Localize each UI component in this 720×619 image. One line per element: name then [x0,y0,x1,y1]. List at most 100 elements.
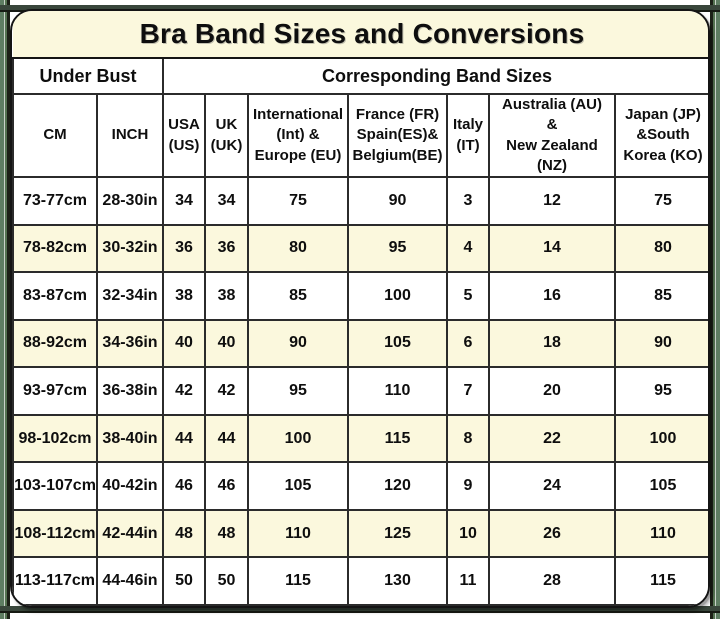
cell-us: 48 [162,508,206,559]
cell-inch: 42-44in [96,508,164,559]
cell-us: 34 [162,176,206,226]
cell-fr: 90 [347,176,448,226]
cell-nz: 12 [488,176,616,226]
cell-jp: 95 [614,366,708,416]
cell-uk: 42 [204,366,249,416]
cell-us: 38 [162,271,206,321]
cell-eu: 115 [247,556,349,606]
cell-jp: 75 [614,176,708,226]
cell-jp: 115 [614,556,708,606]
cell-nz: 24 [488,461,616,511]
cell-it: 6 [446,318,490,369]
frame-right-strip [710,0,720,619]
column-header-inch: INCH [96,93,164,178]
cell-cm: 103-107cm [12,461,98,511]
cell-jp: 100 [614,413,708,464]
cell-inch: 32-34in [96,271,164,321]
cell-us: 42 [162,366,206,416]
cell-us: 40 [162,318,206,369]
cell-fr: 130 [347,556,448,606]
cell-cm: 88-92cm [12,318,98,369]
cell-inch: 34-36in [96,318,164,369]
cell-jp: 110 [614,508,708,559]
table-row: 103-107cm 40-42in 46 46 105 120 9 24 105 [12,461,708,511]
table-row: 113-117cm 44-46in 50 50 115 130 11 28 115 [12,556,708,606]
cell-eu: 110 [247,508,349,559]
table-body: 73-77cm 28-30in 34 34 75 90 3 12 75 78-82cm 30-32i… [12,176,708,606]
table-row: 93-97cm 36-38in 42 42 95 110 7 20 95 [12,366,708,416]
cell-eu: 95 [247,366,349,416]
cell-us: 36 [162,223,206,274]
cell-cm: 108-112cm [12,508,98,559]
cell-uk: 40 [204,318,249,369]
frame-left-strip [0,0,10,619]
cell-eu: 105 [247,461,349,511]
column-header-cm: CM [12,93,98,178]
cell-nz: 26 [488,508,616,559]
cell-cm: 73-77cm [12,176,98,226]
cell-eu: 75 [247,176,349,226]
cell-cm: 98-102cm [12,413,98,464]
table-row: 108-112cm 42-44in 48 48 110 125 10 26 110 [12,508,708,559]
column-header-row: CM INCH USA (US) UK (UK) International (… [12,93,708,178]
cell-jp: 80 [614,223,708,274]
cell-eu: 90 [247,318,349,369]
cell-nz: 28 [488,556,616,606]
table-row: 98-102cm 38-40in 44 44 100 115 8 22 100 [12,413,708,464]
cell-jp: 105 [614,461,708,511]
cell-cm: 78-82cm [12,223,98,274]
column-header-fr: France (FR) Spain(ES)& Belgium(BE) [347,93,448,178]
cell-it: 9 [446,461,490,511]
column-header-eu: International (Int) & Europe (EU) [247,93,349,178]
cell-it: 11 [446,556,490,606]
frame-bottom-strip [0,606,720,613]
table-row: 78-82cm 30-32in 36 36 80 95 4 14 80 [12,223,708,274]
cell-fr: 110 [347,366,448,416]
cell-it: 8 [446,413,490,464]
cell-uk: 34 [204,176,249,226]
cell-inch: 28-30in [96,176,164,226]
cell-it: 5 [446,271,490,321]
title-row: Bra Band Sizes and Conversions [13,11,708,59]
bra-band-size-table: Bra Band Sizes and Conversions Under Bus… [12,11,708,606]
cell-uk: 38 [204,271,249,321]
table-row: 83-87cm 32-34in 38 38 85 100 5 16 85 [12,271,708,321]
frame-top-strip [0,5,720,12]
cell-nz: 18 [488,318,616,369]
group-header-row: Under Bust Corresponding Band Sizes [12,57,708,95]
cell-inch: 30-32in [96,223,164,274]
group-header-band-sizes: Corresponding Band Sizes [162,57,708,95]
cell-us: 50 [162,556,206,606]
size-conversion-panel: Bra Band Sizes and Conversions Under Bus… [10,9,710,608]
cell-uk: 48 [204,508,249,559]
cell-us: 44 [162,413,206,464]
table-row: 73-77cm 28-30in 34 34 75 90 3 12 75 [12,176,708,226]
cell-inch: 36-38in [96,366,164,416]
cell-uk: 46 [204,461,249,511]
cell-inch: 44-46in [96,556,164,606]
table-row: 88-92cm 34-36in 40 40 90 105 6 18 90 [12,318,708,369]
cell-eu: 100 [247,413,349,464]
table-title: Bra Band Sizes and Conversions [13,11,708,59]
cell-fr: 105 [347,318,448,369]
cell-it: 10 [446,508,490,559]
cell-nz: 16 [488,271,616,321]
cell-fr: 95 [347,223,448,274]
cell-inch: 38-40in [96,413,164,464]
cell-uk: 50 [204,556,249,606]
cell-fr: 100 [347,271,448,321]
cell-fr: 115 [347,413,448,464]
cell-nz: 22 [488,413,616,464]
cell-it: 4 [446,223,490,274]
cell-uk: 44 [204,413,249,464]
group-header-under-bust: Under Bust [12,57,164,95]
cell-jp: 90 [614,318,708,369]
cell-us: 46 [162,461,206,511]
cell-eu: 80 [247,223,349,274]
cell-nz: 14 [488,223,616,274]
cell-it: 7 [446,366,490,416]
cell-cm: 83-87cm [12,271,98,321]
cell-cm: 113-117cm [12,556,98,606]
cell-uk: 36 [204,223,249,274]
cell-nz: 20 [488,366,616,416]
